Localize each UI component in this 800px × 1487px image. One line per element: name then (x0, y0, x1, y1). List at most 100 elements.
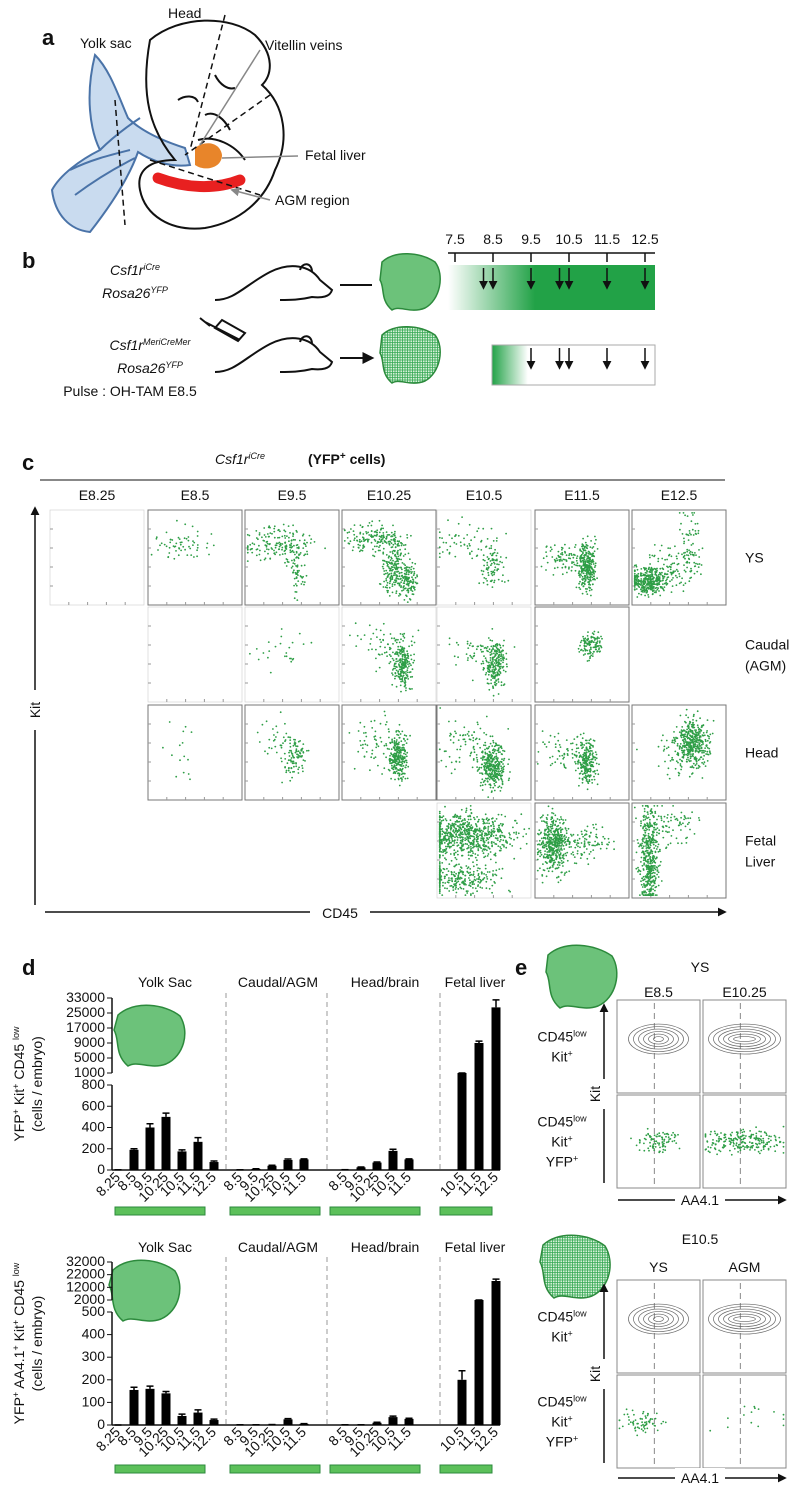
event-dot (587, 578, 590, 581)
event-dot (655, 576, 658, 579)
event-dot (491, 763, 493, 766)
event-dot (491, 669, 494, 671)
event-dot (394, 542, 397, 545)
event-dot (674, 574, 677, 577)
event-dot (402, 577, 404, 579)
event-dot (482, 820, 485, 823)
event-dot (706, 719, 709, 721)
event-dot (652, 568, 654, 571)
flow-plot (147, 704, 243, 801)
event-dot (289, 739, 292, 741)
event-dot (389, 577, 392, 580)
event-dot (659, 580, 662, 582)
event-dot (412, 593, 415, 596)
event-dot (579, 763, 582, 766)
event-dot (496, 569, 498, 572)
event-dot (406, 675, 409, 678)
event-dot (477, 842, 479, 845)
event-dot (472, 830, 475, 832)
event-dot (402, 635, 405, 638)
event-dot (398, 575, 401, 578)
event-dot (584, 545, 587, 548)
event-dot (663, 586, 666, 588)
event-dot (499, 846, 502, 848)
event-dot (680, 581, 682, 584)
event-dot (401, 633, 404, 636)
event-dot (685, 736, 688, 738)
event-dot (497, 770, 500, 772)
event-dot (486, 780, 489, 782)
event-dot (466, 642, 469, 645)
event-dot (290, 767, 293, 769)
event-dot (583, 580, 586, 583)
event-dot (695, 719, 698, 722)
event-dot (366, 538, 368, 541)
event-dot (484, 657, 487, 660)
event-dot (549, 550, 552, 552)
event-dot (578, 586, 581, 589)
event-dot (357, 543, 360, 546)
event-dot (489, 851, 492, 853)
event-dot (390, 777, 392, 780)
event-dot (651, 587, 654, 590)
event-dot (706, 739, 709, 742)
event-dot (700, 564, 703, 566)
event-dot (565, 560, 568, 562)
event-dot (180, 549, 183, 552)
event-dot (400, 581, 402, 584)
event-dot (487, 833, 489, 836)
event-dot (675, 737, 678, 740)
event-dot (695, 745, 698, 748)
event-dot (453, 541, 456, 544)
event-dot (455, 641, 458, 644)
event-dot (669, 566, 672, 568)
event-dot (484, 813, 487, 816)
event-dot (546, 561, 549, 564)
event-dot (696, 710, 699, 713)
event-dot (304, 760, 306, 762)
event-dot (493, 681, 496, 684)
event-dot (279, 530, 281, 533)
event-dot (477, 854, 479, 856)
event-dot (651, 570, 653, 572)
event-dot (500, 838, 502, 841)
event-dot (493, 581, 495, 584)
event-dot (503, 639, 505, 642)
event-dot (658, 573, 660, 576)
event-dot (514, 819, 516, 822)
event-dot (489, 786, 492, 789)
event-dot (496, 828, 499, 831)
event-dot (669, 580, 671, 583)
event-dot (401, 778, 403, 781)
event-dot (590, 648, 592, 650)
event-dot (480, 648, 482, 651)
event-dot (411, 561, 414, 564)
event-dot (384, 723, 387, 726)
event-dot (452, 735, 455, 738)
plot-frame (244, 509, 340, 606)
event-dot (386, 655, 388, 657)
event-dot (580, 557, 583, 560)
event-dot (485, 733, 488, 736)
event-dot (494, 645, 497, 647)
event-dot (681, 577, 683, 580)
event-dot (458, 863, 460, 866)
event-dot (480, 540, 482, 543)
event-dot (638, 592, 640, 595)
event-dot (489, 659, 492, 661)
event-dot (376, 542, 379, 544)
event-dot (687, 554, 690, 557)
event-dot (493, 772, 496, 775)
event-dot (486, 822, 488, 824)
event-dot (473, 818, 476, 821)
event-dot (404, 681, 407, 683)
event-dot (501, 783, 504, 786)
event-dot (584, 575, 587, 577)
event-dot (490, 753, 492, 756)
event-dot (447, 826, 450, 829)
event-dot (308, 534, 311, 537)
event-dot (284, 766, 286, 768)
event-dot (497, 845, 500, 847)
event-dot (399, 678, 401, 680)
event-dot (575, 743, 578, 746)
